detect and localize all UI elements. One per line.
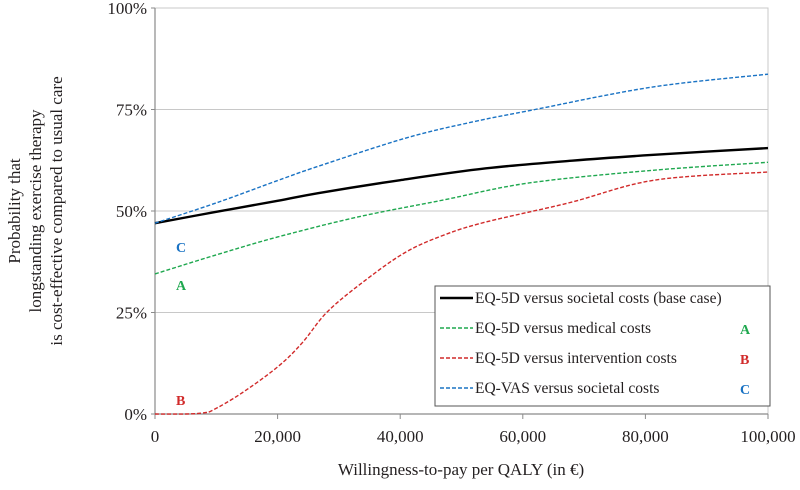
- y-axis-title-line-1: Probability that: [5, 158, 24, 264]
- legend-tag: B: [740, 353, 749, 368]
- series-line-b: [154, 171, 769, 415]
- gridlines: [155, 109, 768, 313]
- legend: EQ-5D versus societal costs (base case) E…: [434, 285, 771, 407]
- annotation-c: C: [176, 241, 186, 256]
- y-axis-title-line-2: longstanding exercise therapy: [26, 109, 45, 312]
- y-tick-label: 100%: [107, 0, 147, 18]
- legend-label: EQ-VAS versus societal costs: [475, 380, 659, 397]
- y-tick-label: 0%: [124, 405, 147, 424]
- legend-label: EQ-5D versus medical costs: [475, 320, 651, 337]
- y-tick-label: 50%: [116, 202, 147, 221]
- series-line-base-case: [154, 146, 769, 225]
- x-tick-label: 60,000: [499, 427, 546, 446]
- legend-tag: A: [740, 323, 751, 338]
- x-tick-label: 80,000: [622, 427, 669, 446]
- y-tick-label: 25%: [116, 304, 147, 323]
- x-tick-label: 40,000: [377, 427, 424, 446]
- axis-ticks: 0% 25% 50% 75% 100% 0 20,000 40,000 60,000 80,000…: [107, 0, 795, 446]
- y-tick-label: 75%: [116, 101, 147, 120]
- series-lines: [154, 73, 769, 415]
- x-axis-title: Willingness-to-pay per QALY (in €): [338, 460, 584, 479]
- legend-tag: C: [740, 383, 750, 398]
- legend-label: EQ-5D versus societal costs (base case): [475, 290, 722, 307]
- y-axis-title-line-3: is cost-effective compared to usual care: [47, 76, 66, 345]
- legend-label: EQ-5D versus intervention costs: [475, 350, 677, 367]
- series-line-c: [154, 73, 769, 224]
- x-tick-label: 0: [151, 427, 160, 446]
- annotation-b: B: [176, 394, 185, 409]
- annotation-a: A: [176, 279, 187, 294]
- series-line-a: [154, 161, 769, 275]
- x-tick-label: 20,000: [254, 427, 301, 446]
- x-tick-label: 100,000: [740, 427, 795, 446]
